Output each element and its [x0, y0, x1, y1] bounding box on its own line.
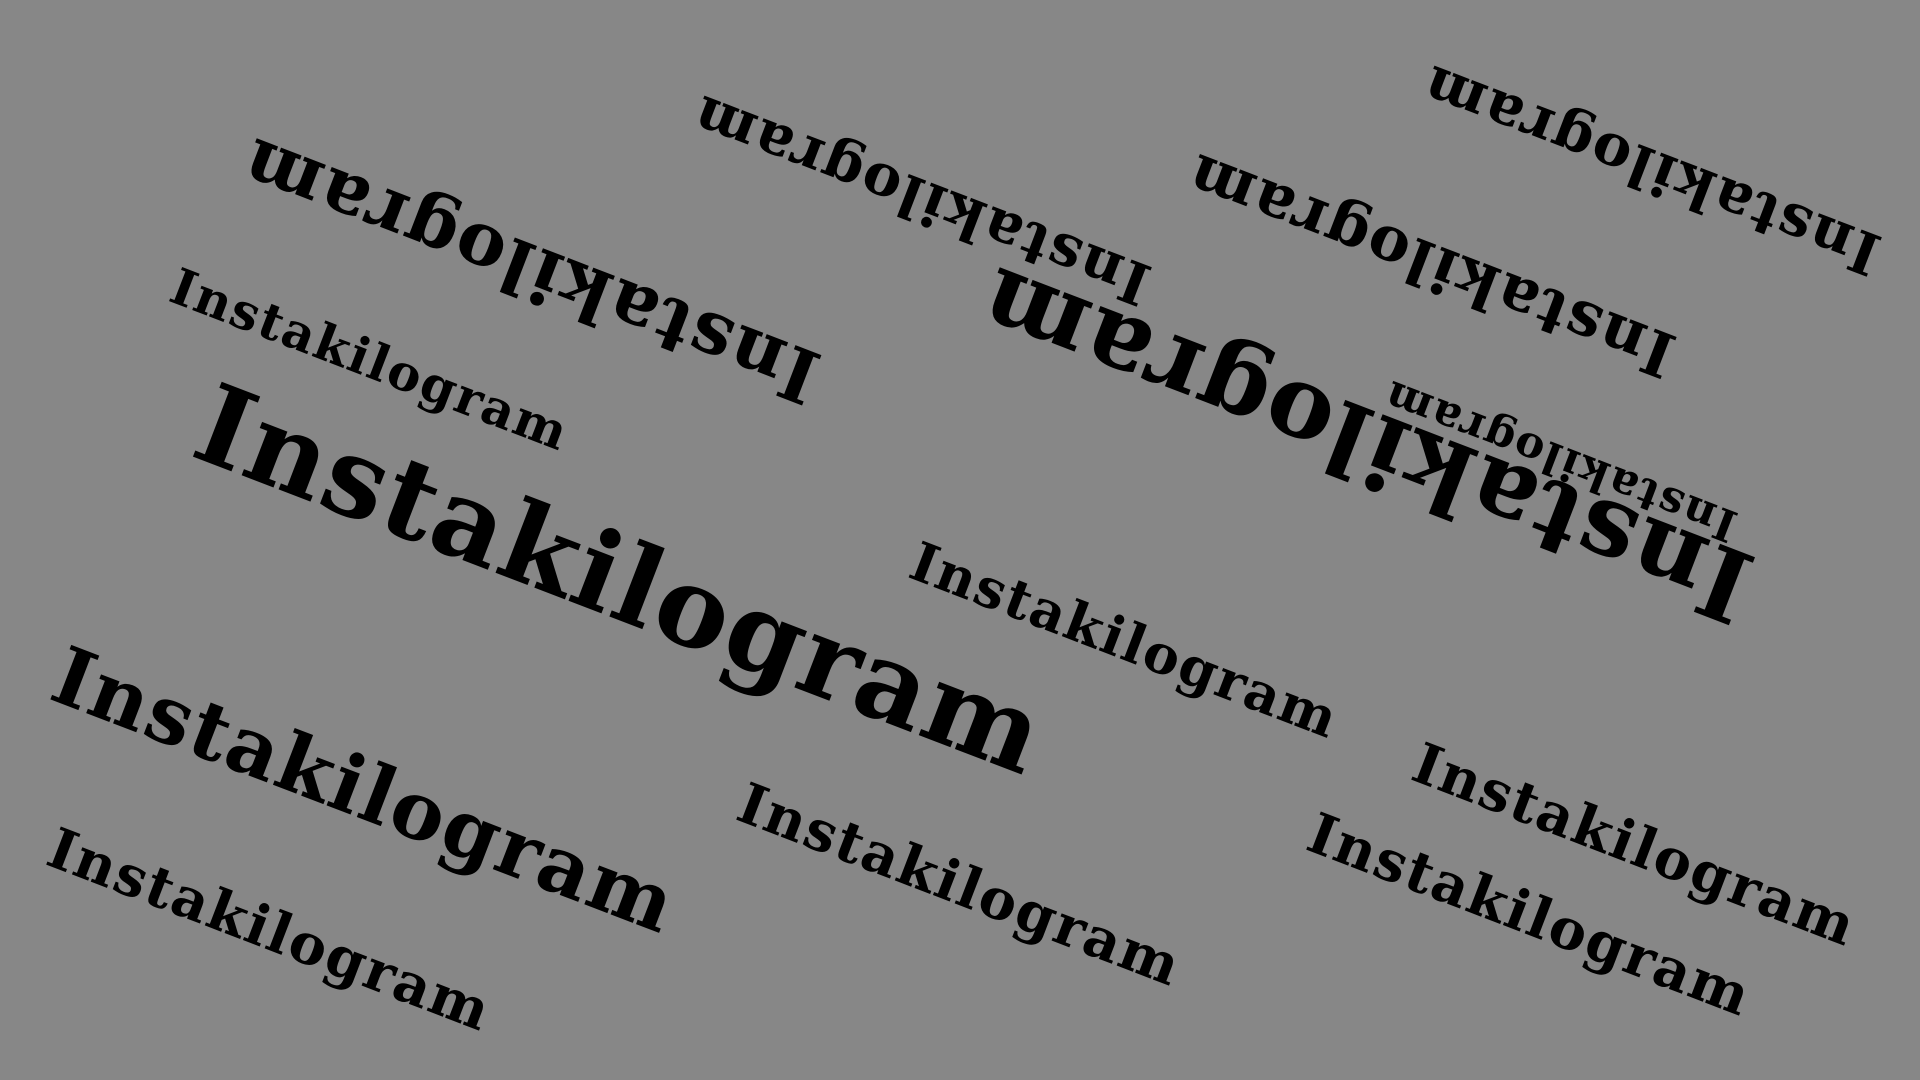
watermark-word: Instakilogram	[728, 770, 1191, 1000]
